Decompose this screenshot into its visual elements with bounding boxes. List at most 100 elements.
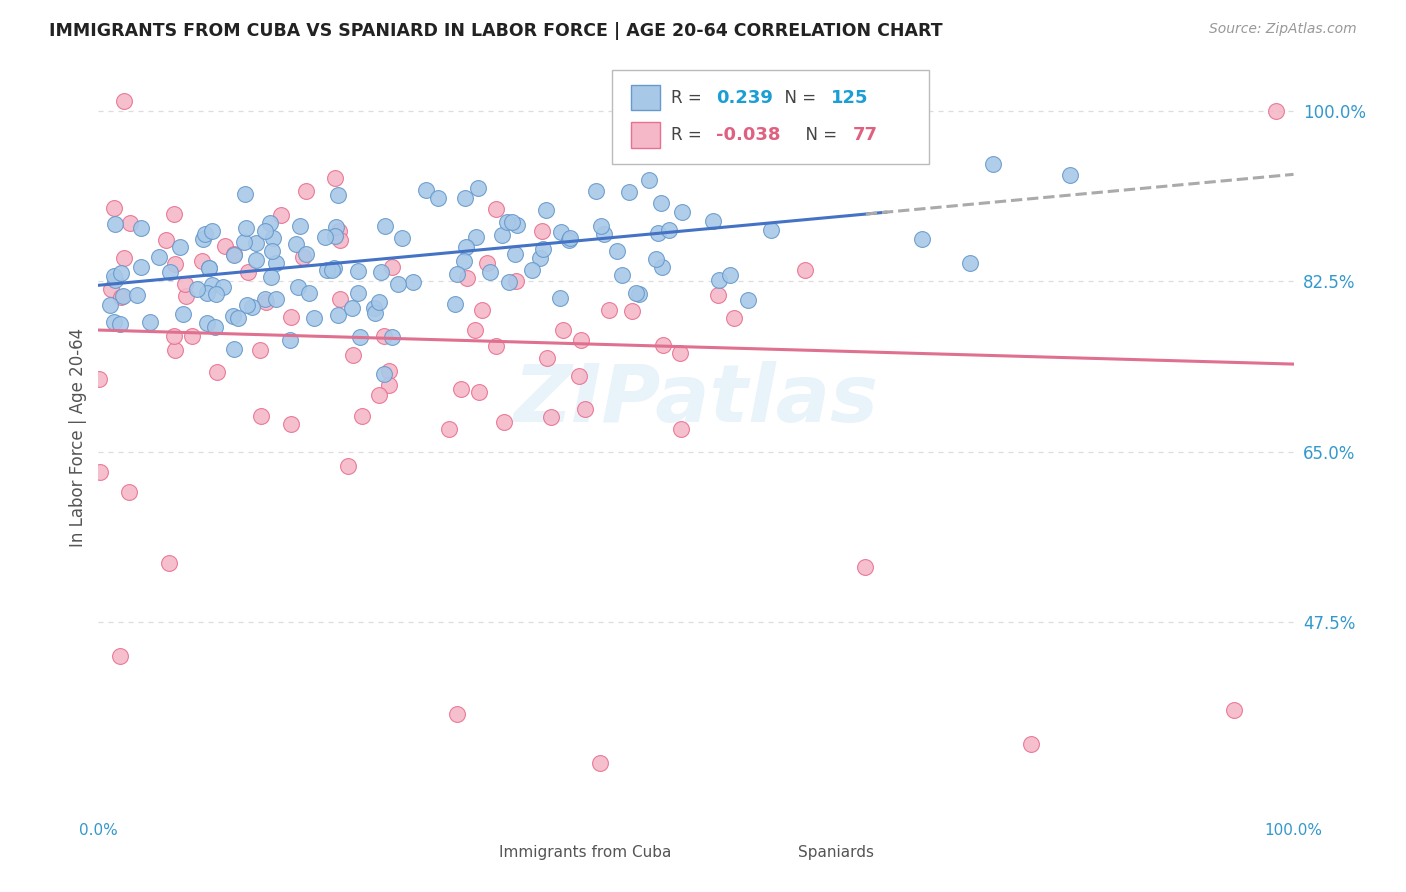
Point [139, 315, 162, 329]
Point [191, 254, 214, 268]
Point [709, 273, 731, 287]
Point [650, 196, 672, 211]
Point [157, 556, 180, 570]
Point [294, 247, 316, 261]
Point [669, 346, 692, 360]
Point [280, 310, 302, 324]
Point [127, 288, 149, 302]
Point [191, 232, 214, 246]
Text: N =: N = [773, 88, 821, 107]
Point [169, 240, 191, 254]
Point [103, 268, 125, 283]
Point [112, 251, 135, 265]
Point [378, 363, 401, 377]
Point [224, 248, 246, 262]
Point [560, 231, 582, 245]
Point [350, 409, 373, 423]
Point [759, 223, 782, 237]
Text: Immigrants from Cuba: Immigrants from Cuba [499, 846, 671, 861]
Point [108, 648, 131, 663]
Point [214, 239, 236, 253]
Point [205, 287, 228, 301]
Point [287, 280, 309, 294]
Point [326, 309, 349, 323]
Point [131, 260, 153, 275]
Point [89, 465, 111, 479]
Point [181, 328, 204, 343]
Point [329, 292, 352, 306]
Point [270, 208, 292, 222]
Text: R =: R = [671, 126, 707, 145]
Point [155, 233, 177, 247]
Point [292, 250, 315, 264]
Point [163, 207, 186, 221]
Point [794, 263, 817, 277]
Point [235, 298, 257, 312]
Point [290, 219, 312, 233]
Point [467, 385, 489, 400]
Point [129, 220, 152, 235]
Point [118, 484, 141, 499]
Point [707, 288, 730, 302]
Point [108, 317, 131, 331]
Point [112, 95, 135, 109]
Point [381, 260, 404, 274]
Point [491, 228, 513, 243]
FancyBboxPatch shape [766, 841, 790, 865]
Point [100, 282, 122, 296]
Text: Source: ZipAtlas.com: Source: ZipAtlas.com [1209, 22, 1357, 37]
Point [226, 311, 249, 326]
Point [222, 310, 245, 324]
Point [610, 268, 633, 283]
Point [316, 262, 339, 277]
Point [387, 277, 409, 291]
Point [118, 216, 141, 230]
Point [606, 244, 628, 258]
Point [738, 115, 761, 129]
Point [329, 233, 352, 247]
Point [174, 289, 197, 303]
Point [347, 286, 370, 301]
Text: -0.038: -0.038 [716, 126, 780, 145]
Point [222, 343, 245, 357]
Text: IMMIGRANTS FROM CUBA VS SPANIARD IN LABOR FORCE | AGE 20-64 CORRELATION CHART: IMMIGRANTS FROM CUBA VS SPANIARD IN LABO… [49, 22, 943, 40]
Point [550, 225, 572, 239]
Point [568, 369, 591, 384]
Point [658, 222, 681, 236]
Point [446, 707, 468, 722]
Point [456, 270, 478, 285]
Point [373, 367, 395, 381]
Point [363, 301, 385, 315]
FancyBboxPatch shape [631, 85, 661, 111]
Point [340, 301, 363, 315]
Point [628, 287, 651, 301]
Point [534, 203, 557, 218]
Point [148, 250, 170, 264]
Point [323, 229, 346, 244]
Point [103, 202, 125, 216]
Point [503, 247, 526, 261]
Point [104, 273, 127, 287]
Point [368, 388, 391, 402]
Point [298, 285, 321, 300]
Text: N =: N = [796, 126, 842, 145]
Point [380, 330, 402, 344]
Point [1264, 104, 1286, 119]
Point [624, 286, 647, 301]
Text: 77: 77 [852, 126, 877, 145]
Point [186, 282, 208, 296]
Point [853, 560, 876, 574]
Point [235, 220, 257, 235]
Point [373, 329, 395, 343]
Point [454, 240, 477, 254]
Point [326, 187, 349, 202]
Point [262, 244, 284, 258]
Point [585, 184, 607, 198]
Point [551, 323, 574, 337]
Point [201, 277, 224, 292]
Point [637, 173, 659, 187]
Point [453, 253, 475, 268]
Point [520, 263, 543, 277]
Point [664, 109, 686, 123]
Point [98, 297, 121, 311]
